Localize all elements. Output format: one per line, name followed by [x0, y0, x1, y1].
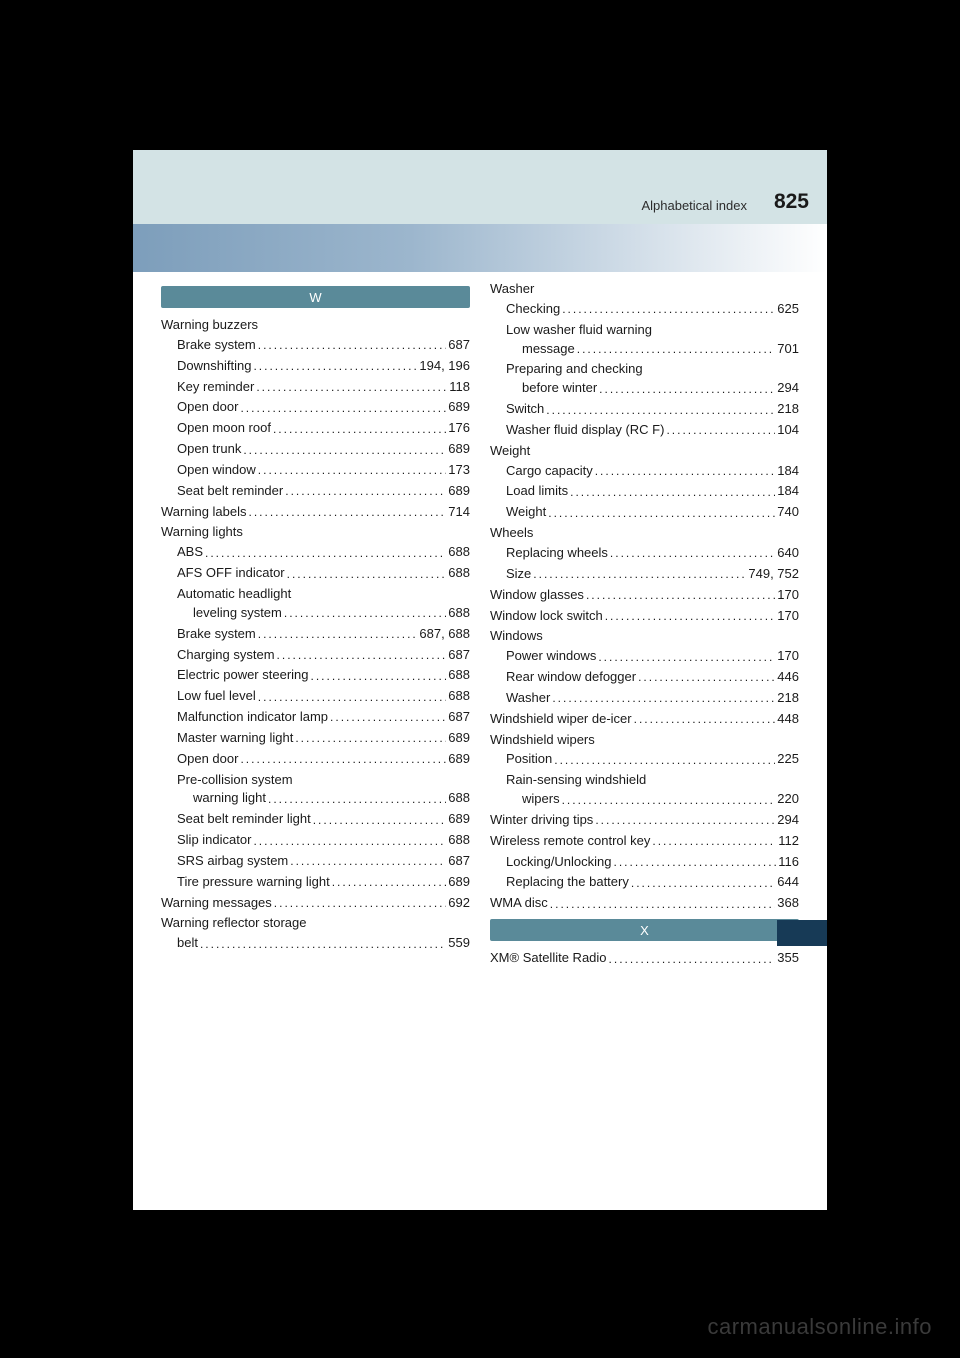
topic-wheels: Wheels: [490, 524, 799, 543]
index-entry: Washer218: [490, 689, 799, 708]
index-entry: XM® Satellite Radio355: [490, 949, 799, 968]
index-entry: warning light688: [161, 789, 470, 808]
index-entry: Brake system687: [161, 336, 470, 355]
index-entry: Open trunk689: [161, 440, 470, 459]
index-entry: Washer fluid display (RC F)104: [490, 421, 799, 440]
topic-weight: Weight: [490, 442, 799, 461]
index-entry: Warning messages692: [161, 894, 470, 913]
index-entry: wipers220: [490, 790, 799, 809]
index-entry: Downshifting194, 196: [161, 357, 470, 376]
index-entry-line1: Low washer fluid warning: [490, 321, 799, 340]
index-entry: Cargo capacity184: [490, 462, 799, 481]
index-entry: Open window173: [161, 461, 470, 480]
index-entry: Weight740: [490, 503, 799, 522]
header-band: Alphabetical index 825: [133, 150, 827, 224]
index-entry: Slip indicator688: [161, 831, 470, 850]
index-entry: Locking/Unlocking116: [490, 853, 799, 872]
page-number: 825: [774, 190, 809, 214]
index-entry: Winter driving tips294: [490, 811, 799, 830]
section-pill-x: X: [490, 919, 799, 941]
index-entry: leveling system688: [161, 604, 470, 623]
topic-windshield-wipers: Windshield wipers: [490, 731, 799, 750]
topic-washer: Washer: [490, 280, 799, 299]
index-entry: Size749, 752: [490, 565, 799, 584]
index-entry: Wireless remote control key112: [490, 832, 799, 851]
index-entry: Load limits184: [490, 482, 799, 501]
topic-windows: Windows: [490, 627, 799, 646]
right-column: Washer Checking625 Low washer fluid warn…: [480, 280, 809, 970]
index-entry: Switch218: [490, 400, 799, 419]
topic-warning-lights: Warning lights: [161, 523, 470, 542]
index-entry: SRS airbag system687: [161, 852, 470, 871]
index-entry: Checking625: [490, 300, 799, 319]
index-entry: Master warning light689: [161, 729, 470, 748]
index-entry: Window glasses170: [490, 586, 799, 605]
index-entry-line1: Preparing and checking: [490, 360, 799, 379]
index-entry: Brake system687, 688: [161, 625, 470, 644]
index-entry: Power windows170: [490, 647, 799, 666]
index-entry: AFS OFF indicator688: [161, 564, 470, 583]
index-entry: Malfunction indicator lamp687: [161, 708, 470, 727]
index-entry: message701: [490, 340, 799, 359]
section-pill-w: W: [161, 286, 470, 308]
index-entry-line1: Pre-collision system: [161, 771, 470, 790]
index-entry: Rear window defogger446: [490, 668, 799, 687]
side-tab: [777, 920, 827, 946]
index-entry-line1: Warning reflector storage: [161, 914, 470, 933]
index-entry: Open door689: [161, 750, 470, 769]
gradient-band: [133, 224, 827, 272]
left-column: W Warning buzzers Brake system687 Downsh…: [151, 280, 480, 970]
index-entry: belt559: [161, 934, 470, 953]
index-entry: Seat belt reminder689: [161, 482, 470, 501]
index-entry: Warning labels714: [161, 503, 470, 522]
index-entry: Key reminder118: [161, 378, 470, 397]
index-entry-line1: Rain-sensing windshield: [490, 771, 799, 790]
index-entry: Charging system687: [161, 646, 470, 665]
watermark-text: carmanualsonline.info: [707, 1314, 932, 1340]
index-entry: Tire pressure warning light689: [161, 873, 470, 892]
index-entry: ABS688: [161, 543, 470, 562]
index-entry: Electric power steering688: [161, 666, 470, 685]
header-title: Alphabetical index: [641, 198, 747, 213]
index-entry: Windshield wiper de-icer448: [490, 710, 799, 729]
page-container: Alphabetical index 825 W Warning buzzers…: [133, 150, 827, 1210]
index-entry: Window lock switch170: [490, 607, 799, 626]
index-entry: before winter294: [490, 379, 799, 398]
index-entry: Seat belt reminder light689: [161, 810, 470, 829]
index-entry: Replacing wheels640: [490, 544, 799, 563]
index-entry: Open moon roof176: [161, 419, 470, 438]
index-entry-line1: Automatic headlight: [161, 585, 470, 604]
topic-warning-buzzers: Warning buzzers: [161, 316, 470, 335]
index-entry: WMA disc368: [490, 894, 799, 913]
index-entry: Low fuel level688: [161, 687, 470, 706]
content-columns: W Warning buzzers Brake system687 Downsh…: [133, 280, 827, 970]
index-entry: Open door689: [161, 398, 470, 417]
index-entry: Replacing the battery644: [490, 873, 799, 892]
index-entry: Position225: [490, 750, 799, 769]
